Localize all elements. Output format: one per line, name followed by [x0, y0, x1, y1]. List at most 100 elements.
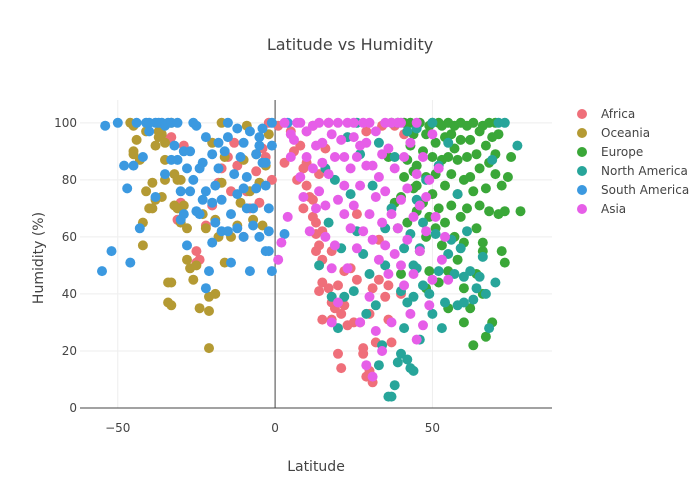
data-point: [355, 317, 366, 328]
legend-item[interactable]: Europe: [577, 145, 643, 159]
data-point: [436, 254, 447, 265]
data-point: [512, 140, 523, 151]
data-point: [411, 180, 422, 191]
data-point: [210, 180, 221, 191]
data-point: [465, 266, 476, 277]
data-point: [333, 194, 343, 205]
legend-label: North America: [601, 164, 688, 178]
data-point: [200, 186, 211, 197]
data-point: [150, 140, 161, 151]
data-point: [241, 172, 252, 182]
data-point: [311, 217, 321, 228]
data-point: [380, 186, 391, 197]
data-point: [392, 357, 403, 368]
data-point: [238, 231, 249, 242]
data-point: [452, 154, 463, 165]
data-point: [333, 280, 343, 291]
data-point: [339, 152, 350, 162]
data-point: [405, 137, 416, 148]
data-point: [301, 152, 312, 162]
data-point: [480, 288, 491, 299]
data-point: [468, 294, 479, 305]
data-point: [311, 203, 321, 214]
data-point: [433, 203, 444, 214]
data-point: [421, 192, 432, 202]
legend-item[interactable]: Africa: [577, 107, 635, 121]
data-point: [134, 223, 145, 234]
data-point: [320, 231, 331, 242]
data-point: [263, 203, 274, 214]
data-point: [433, 163, 444, 174]
data-point: [317, 157, 328, 168]
legend-label: Africa: [601, 107, 635, 121]
data-point: [496, 246, 507, 257]
data-point: [197, 194, 208, 205]
data-point: [323, 217, 334, 228]
data-point: [468, 186, 479, 197]
data-point: [373, 254, 384, 265]
data-point: [204, 266, 214, 277]
data-point: [276, 237, 287, 248]
data-point: [150, 192, 161, 202]
data-point: [468, 340, 479, 351]
data-point: [427, 129, 438, 140]
data-point: [207, 149, 218, 160]
series-north-america: [314, 117, 523, 402]
data-point: [440, 297, 450, 308]
x-tick-label: 0: [271, 421, 279, 435]
data-point: [471, 149, 482, 160]
data-point: [386, 317, 397, 328]
data-point: [279, 117, 290, 128]
data-point: [222, 226, 233, 237]
data-point: [182, 163, 192, 174]
data-point: [251, 149, 262, 160]
data-point: [499, 206, 510, 217]
data-point: [440, 231, 450, 242]
legend-item[interactable]: Asia: [577, 202, 626, 216]
data-point: [465, 172, 476, 182]
data-point: [373, 137, 384, 148]
legend-item[interactable]: North America: [577, 164, 688, 178]
data-point: [314, 286, 325, 297]
data-point: [515, 206, 526, 217]
series-asia: [273, 117, 454, 382]
data-point: [263, 246, 274, 257]
data-point: [282, 211, 293, 222]
data-point: [194, 163, 205, 174]
data-point: [361, 360, 372, 371]
data-point: [232, 123, 243, 134]
data-point: [329, 152, 340, 162]
data-point: [455, 134, 466, 145]
y-tick-label: 60: [62, 230, 77, 244]
data-point: [386, 209, 397, 220]
data-point: [273, 254, 284, 265]
legend-item[interactable]: Oceania: [577, 126, 650, 140]
data-point: [137, 240, 148, 251]
data-point: [493, 129, 504, 140]
data-point: [396, 260, 406, 271]
data-point: [361, 126, 372, 137]
x-tick-label: −50: [105, 421, 130, 435]
data-point: [339, 180, 350, 191]
data-point: [424, 174, 435, 185]
legend-marker: [577, 185, 587, 195]
x-axis-ticks: −50 0 50: [105, 421, 440, 435]
data-point: [323, 169, 334, 180]
zero-lines: [80, 100, 552, 409]
data-point: [471, 223, 482, 234]
series-south-america: [97, 117, 293, 294]
data-point: [345, 189, 356, 200]
data-point: [119, 160, 130, 171]
data-point: [238, 183, 249, 194]
data-point: [336, 134, 347, 145]
data-point: [131, 134, 142, 145]
data-point: [465, 134, 476, 145]
data-point: [440, 180, 450, 191]
data-point: [244, 266, 255, 277]
data-point: [166, 154, 177, 165]
data-point: [314, 260, 325, 271]
data-point: [266, 140, 277, 151]
data-point: [222, 132, 233, 143]
data-point: [411, 169, 422, 180]
legend-item[interactable]: South America: [577, 183, 689, 197]
